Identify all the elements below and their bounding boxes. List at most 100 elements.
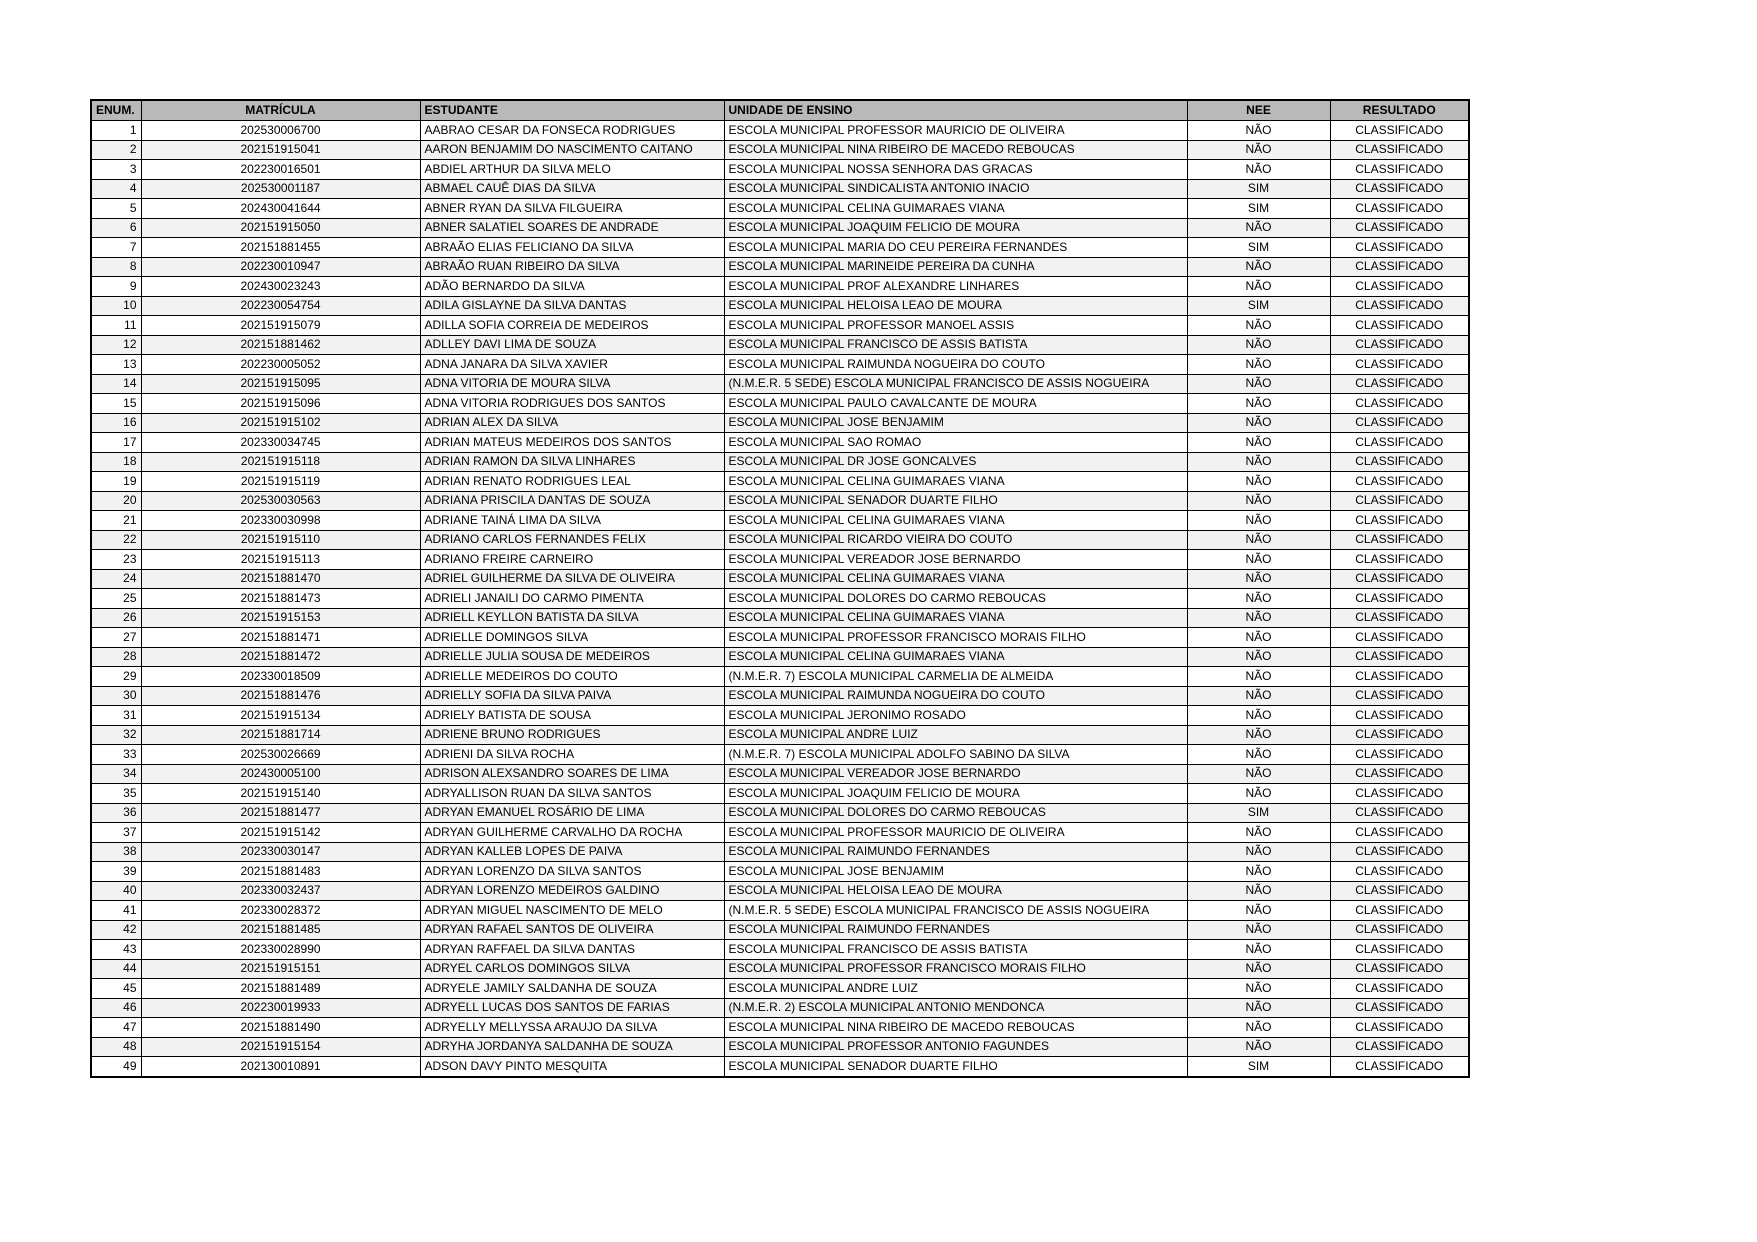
table-row: 20 202530030563 ADRIANA PRISCILA DANTAS DE…: [90, 490, 1470, 511]
cell-unidade: ESCOLA MUNICIPAL RICARDO VIEIRA DO COUTO: [723, 529, 1188, 550]
cell-unidade: (N.M.E.R. 7) ESCOLA MUNICIPAL ADOLFO SAB…: [723, 744, 1188, 765]
cell-resultado: CLASSIFICADO: [1329, 958, 1470, 979]
cell-unidade: ESCOLA MUNICIPAL JERONIMO ROSADO: [723, 705, 1188, 726]
cell-enum: 20: [90, 490, 142, 511]
cell-nee: NÃO: [1186, 705, 1331, 726]
cell-unidade: ESCOLA MUNICIPAL JOAQUIM FELICIO DE MOUR…: [723, 217, 1188, 238]
cell-enum: 14: [90, 373, 142, 394]
cell-nee: NÃO: [1186, 276, 1331, 297]
cell-nee: NÃO: [1186, 627, 1331, 648]
cell-matricula: 202430041644: [140, 198, 421, 219]
cell-unidade: ESCOLA MUNICIPAL NOSSA SENHORA DAS GRACA…: [723, 159, 1188, 180]
cell-enum: 16: [90, 412, 142, 433]
table-row: 13 202230005052 ADNA JANARA DA SILVA XAVIE…: [90, 354, 1470, 375]
cell-nee: NÃO: [1186, 529, 1331, 550]
cell-nee: NÃO: [1186, 997, 1331, 1018]
cell-unidade: ESCOLA MUNICIPAL PAULO CAVALCANTE DE MOU…: [723, 393, 1188, 414]
table-row: 39 202151881483 ADRYAN LORENZO DA SILVA SA…: [90, 861, 1470, 882]
cell-estudante: ABRAÃO RUAN RIBEIRO DA SILVA: [419, 256, 725, 277]
cell-estudante: ADRIENI DA SILVA ROCHA: [419, 744, 725, 765]
cell-estudante: ADSON DAVY PINTO MESQUITA: [419, 1056, 725, 1077]
cell-resultado: CLASSIFICADO: [1329, 666, 1470, 687]
cell-unidade: ESCOLA MUNICIPAL RAIMUNDO FERNANDES: [723, 919, 1188, 940]
cell-estudante: ADRIELL KEYLLON BATISTA DA SILVA: [419, 607, 725, 628]
cell-estudante: ADRIANE TAINÁ LIMA DA SILVA: [419, 510, 725, 531]
table-row: 12 202151881462 ADLLEY DAVI LIMA DE SOUZA E…: [90, 334, 1470, 355]
table-row: 19 202151915119 ADRIAN RENATO RODRIGUES LE…: [90, 471, 1470, 492]
cell-matricula: 202151881471: [140, 627, 421, 648]
table-row: 16 202151915102 ADRIAN ALEX DA SILVA ESCOLA…: [90, 412, 1470, 433]
cell-resultado: CLASSIFICADO: [1329, 217, 1470, 238]
cell-nee: NÃO: [1186, 1036, 1331, 1057]
cell-enum: 18: [90, 451, 142, 472]
cell-enum: 46: [90, 997, 142, 1018]
cell-unidade: ESCOLA MUNICIPAL CELINA GUIMARAES VIANA: [723, 510, 1188, 531]
table-row: 6 202151915050 ABNER SALATIEL SOARES DE AN…: [90, 217, 1470, 238]
cell-enum: 40: [90, 880, 142, 901]
cell-matricula: 202151881714: [140, 724, 421, 745]
cell-estudante: ABNER RYAN DA SILVA FILGUEIRA: [419, 198, 725, 219]
cell-unidade: ESCOLA MUNICIPAL JOSE BENJAMIM: [723, 412, 1188, 433]
table-row: 32 202151881714 ADRIENE BRUNO RODRIGUES ESC…: [90, 724, 1470, 745]
cell-estudante: ABDIEL ARTHUR DA SILVA MELO: [419, 159, 725, 180]
cell-enum: 3: [90, 159, 142, 180]
header-nee: NEE: [1186, 99, 1331, 121]
cell-enum: 23: [90, 549, 142, 570]
table-row: 28 202151881472 ADRIELLE JULIA SOUSA DE ME…: [90, 646, 1470, 667]
cell-resultado: CLASSIFICADO: [1329, 295, 1470, 316]
table-row: 36 202151881477 ADRYAN EMANUEL ROSÁRIO DE …: [90, 802, 1470, 823]
cell-unidade: ESCOLA MUNICIPAL FRANCISCO DE ASSIS BATI…: [723, 334, 1188, 355]
table-row: 18 202151915118 ADRIAN RAMON DA SILVA LINH…: [90, 451, 1470, 472]
cell-nee: NÃO: [1186, 120, 1331, 141]
cell-resultado: CLASSIFICADO: [1329, 802, 1470, 823]
cell-enum: 27: [90, 627, 142, 648]
cell-resultado: CLASSIFICADO: [1329, 159, 1470, 180]
cell-enum: 24: [90, 568, 142, 589]
cell-enum: 44: [90, 958, 142, 979]
cell-matricula: 202530001187: [140, 178, 421, 199]
cell-enum: 12: [90, 334, 142, 355]
cell-nee: NÃO: [1186, 685, 1331, 706]
cell-enum: 37: [90, 822, 142, 843]
cell-matricula: 202151881473: [140, 588, 421, 609]
cell-estudante: ADRYELE JAMILY SALDANHA DE SOUZA: [419, 978, 725, 999]
cell-matricula: 202151915153: [140, 607, 421, 628]
cell-resultado: CLASSIFICADO: [1329, 393, 1470, 414]
cell-matricula: 202430023243: [140, 276, 421, 297]
cell-matricula: 202151881470: [140, 568, 421, 589]
cell-nee: SIM: [1186, 1056, 1331, 1077]
cell-nee: NÃO: [1186, 939, 1331, 960]
cell-resultado: CLASSIFICADO: [1329, 939, 1470, 960]
cell-resultado: CLASSIFICADO: [1329, 412, 1470, 433]
cell-enum: 42: [90, 919, 142, 940]
cell-nee: NÃO: [1186, 393, 1331, 414]
cell-nee: NÃO: [1186, 588, 1331, 609]
cell-unidade: ESCOLA MUNICIPAL JOSE BENJAMIM: [723, 861, 1188, 882]
cell-matricula: 202151915110: [140, 529, 421, 550]
cell-estudante: ADRIANA PRISCILA DANTAS DE SOUZA: [419, 490, 725, 511]
cell-matricula: 202151915151: [140, 958, 421, 979]
cell-matricula: 202151881485: [140, 919, 421, 940]
cell-nee: NÃO: [1186, 217, 1331, 238]
cell-enum: 2: [90, 139, 142, 160]
cell-resultado: CLASSIFICADO: [1329, 198, 1470, 219]
cell-resultado: CLASSIFICADO: [1329, 978, 1470, 999]
cell-nee: NÃO: [1186, 900, 1331, 921]
cell-unidade: ESCOLA MUNICIPAL CELINA GUIMARAES VIANA: [723, 198, 1188, 219]
cell-estudante: ADILLA SOFIA CORREIA DE MEDEIROS: [419, 315, 725, 336]
table-row: 9 202430023243 ADÃO BERNARDO DA SILVA ESCOL…: [90, 276, 1470, 297]
cell-resultado: CLASSIFICADO: [1329, 451, 1470, 472]
cell-resultado: CLASSIFICADO: [1329, 139, 1470, 160]
cell-enum: 30: [90, 685, 142, 706]
cell-unidade: ESCOLA MUNICIPAL VEREADOR JOSE BERNARDO: [723, 763, 1188, 784]
cell-estudante: ADRYEL CARLOS DOMINGOS SILVA: [419, 958, 725, 979]
table-row: 33 202530026669 ADRIENI DA SILVA ROCHA (N.M…: [90, 744, 1470, 765]
cell-unidade: ESCOLA MUNICIPAL PROFESSOR MAURICIO DE O…: [723, 120, 1188, 141]
cell-enum: 17: [90, 432, 142, 453]
cell-estudante: ADRIEL GUILHERME DA SILVA DE OLIVEIRA: [419, 568, 725, 589]
cell-enum: 6: [90, 217, 142, 238]
table-row: 49 202130010891 ADSON DAVY PINTO MESQUITA E…: [90, 1056, 1470, 1077]
table-row: 8 202230010947 ABRAÃO RUAN RIBEIRO DA SILV…: [90, 256, 1470, 277]
table-row: 44 202151915151 ADRYEL CARLOS DOMINGOS SIL…: [90, 958, 1470, 979]
table-row: 26 202151915153 ADRIELL KEYLLON BATISTA DA…: [90, 607, 1470, 628]
